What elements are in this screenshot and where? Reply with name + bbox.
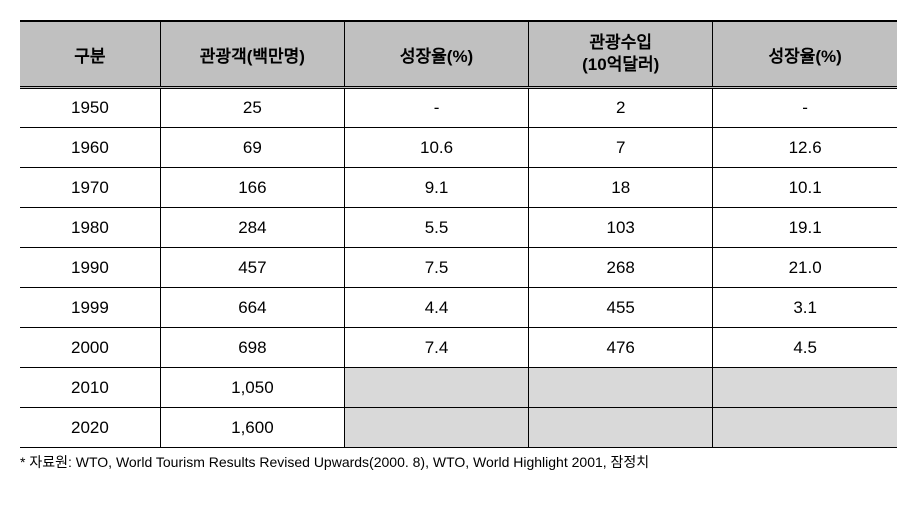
cell-revenue: 476 bbox=[529, 328, 713, 368]
header-growth1: 성장율(%) bbox=[344, 21, 528, 88]
cell-revenue: 268 bbox=[529, 248, 713, 288]
cell-growth1 bbox=[344, 408, 528, 448]
header-revenue-line1: 관광수입 bbox=[589, 33, 652, 52]
footnote-text: * 자료원: WTO, World Tourism Results Revise… bbox=[20, 452, 897, 472]
header-growth2: 성장율(%) bbox=[713, 21, 897, 88]
cell-growth2: 10.1 bbox=[713, 168, 897, 208]
header-row: 구분 관광객(백만명) 성장율(%) 관광수입 (10억달러) 성장율(%) bbox=[20, 21, 897, 88]
cell-growth1: 10.6 bbox=[344, 128, 528, 168]
cell-growth2: 4.5 bbox=[713, 328, 897, 368]
header-category: 구분 bbox=[20, 21, 160, 88]
cell-revenue: 103 bbox=[529, 208, 713, 248]
table-row: 20101,050 bbox=[20, 368, 897, 408]
cell-revenue: 7 bbox=[529, 128, 713, 168]
cell-growth1 bbox=[344, 368, 528, 408]
table-row: 19996644.44553.1 bbox=[20, 288, 897, 328]
table-row: 19606910.6712.6 bbox=[20, 128, 897, 168]
cell-growth2: - bbox=[713, 88, 897, 128]
cell-year: 1980 bbox=[20, 208, 160, 248]
header-tourists: 관광객(백만명) bbox=[160, 21, 344, 88]
cell-growth2: 19.1 bbox=[713, 208, 897, 248]
table-row: 20006987.44764.5 bbox=[20, 328, 897, 368]
cell-revenue: 2 bbox=[529, 88, 713, 128]
cell-tourists: 69 bbox=[160, 128, 344, 168]
cell-tourists: 166 bbox=[160, 168, 344, 208]
cell-growth2 bbox=[713, 368, 897, 408]
cell-tourists: 284 bbox=[160, 208, 344, 248]
cell-tourists: 1,050 bbox=[160, 368, 344, 408]
cell-revenue: 455 bbox=[529, 288, 713, 328]
table-row: 20201,600 bbox=[20, 408, 897, 448]
cell-growth2: 21.0 bbox=[713, 248, 897, 288]
cell-tourists: 698 bbox=[160, 328, 344, 368]
cell-year: 1950 bbox=[20, 88, 160, 128]
cell-year: 1999 bbox=[20, 288, 160, 328]
table-row: 19701669.11810.1 bbox=[20, 168, 897, 208]
cell-growth2: 12.6 bbox=[713, 128, 897, 168]
cell-growth1: - bbox=[344, 88, 528, 128]
cell-revenue bbox=[529, 368, 713, 408]
cell-growth1: 7.5 bbox=[344, 248, 528, 288]
cell-year: 2000 bbox=[20, 328, 160, 368]
header-revenue: 관광수입 (10억달러) bbox=[529, 21, 713, 88]
cell-revenue: 18 bbox=[529, 168, 713, 208]
table-row: 195025-2- bbox=[20, 88, 897, 128]
cell-growth1: 5.5 bbox=[344, 208, 528, 248]
cell-year: 1970 bbox=[20, 168, 160, 208]
cell-tourists: 25 bbox=[160, 88, 344, 128]
cell-year: 2010 bbox=[20, 368, 160, 408]
cell-growth1: 7.4 bbox=[344, 328, 528, 368]
table-row: 19802845.510319.1 bbox=[20, 208, 897, 248]
table-container: 구분 관광객(백만명) 성장율(%) 관광수입 (10억달러) 성장율(%) 1… bbox=[20, 20, 897, 472]
cell-year: 1960 bbox=[20, 128, 160, 168]
table-body: 195025-2-19606910.6712.619701669.11810.1… bbox=[20, 88, 897, 448]
cell-growth2 bbox=[713, 408, 897, 448]
cell-tourists: 664 bbox=[160, 288, 344, 328]
cell-growth2: 3.1 bbox=[713, 288, 897, 328]
cell-tourists: 457 bbox=[160, 248, 344, 288]
cell-year: 2020 bbox=[20, 408, 160, 448]
cell-revenue bbox=[529, 408, 713, 448]
cell-growth1: 4.4 bbox=[344, 288, 528, 328]
table-row: 19904577.526821.0 bbox=[20, 248, 897, 288]
cell-growth1: 9.1 bbox=[344, 168, 528, 208]
tourism-data-table: 구분 관광객(백만명) 성장율(%) 관광수입 (10억달러) 성장율(%) 1… bbox=[20, 20, 897, 448]
cell-year: 1990 bbox=[20, 248, 160, 288]
header-revenue-line2: (10억달러) bbox=[582, 55, 659, 74]
cell-tourists: 1,600 bbox=[160, 408, 344, 448]
